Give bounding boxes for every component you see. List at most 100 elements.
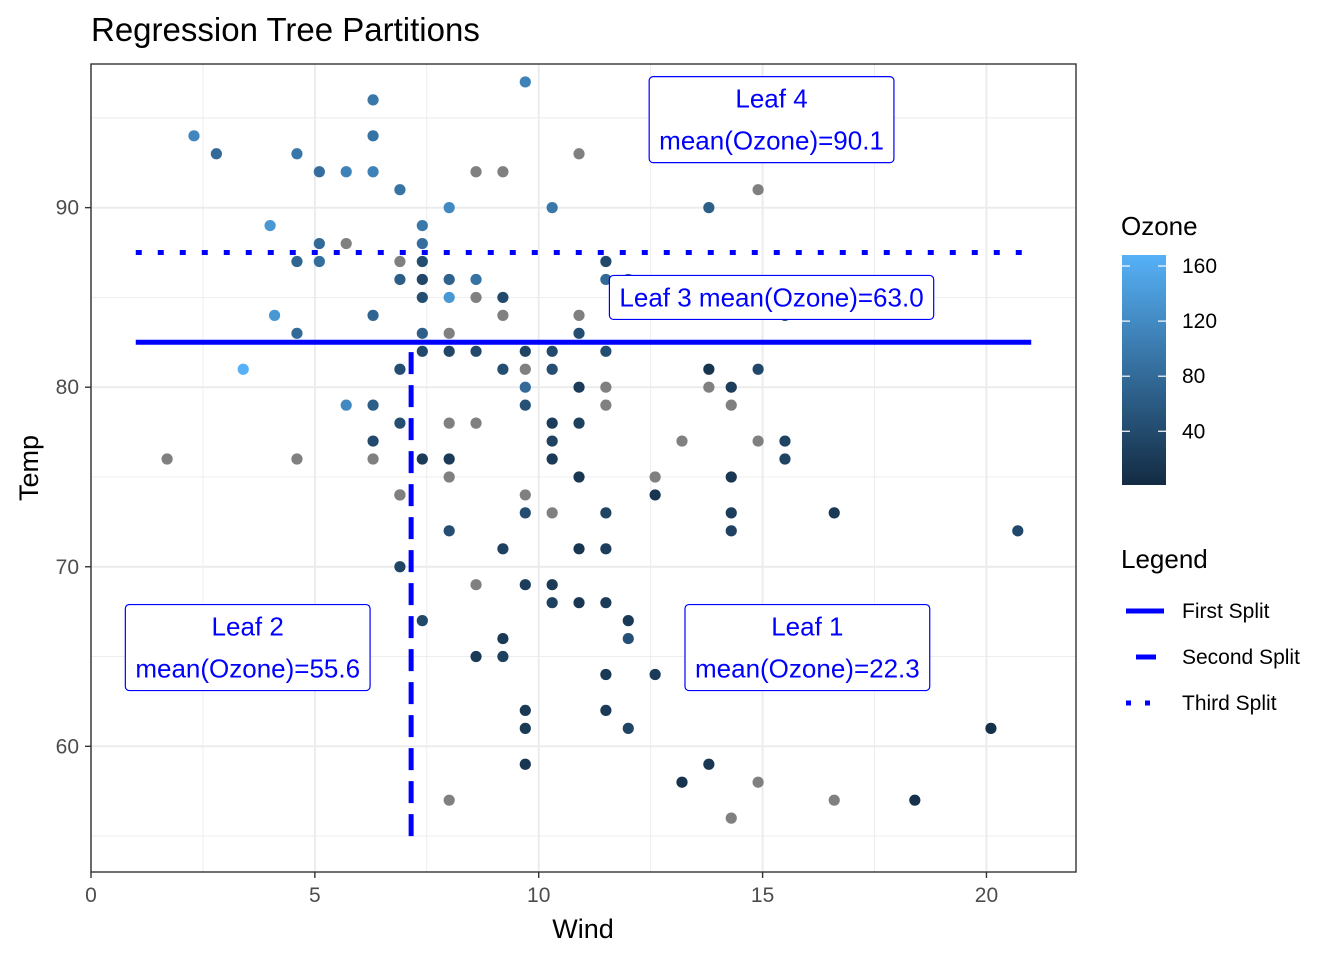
data-point xyxy=(519,363,531,375)
data-point xyxy=(546,597,558,609)
data-point xyxy=(600,345,612,357)
data-point xyxy=(725,525,737,537)
data-point xyxy=(546,507,558,519)
data-point xyxy=(752,435,764,447)
colorbar-gradient xyxy=(1122,255,1166,485)
data-point xyxy=(443,525,455,537)
data-point xyxy=(443,273,455,286)
data-point xyxy=(497,291,509,304)
colorbar-tick-label: 80 xyxy=(1182,365,1205,388)
split-legend: Legend First Split Second Split Third Spli… xyxy=(1121,544,1300,715)
data-point xyxy=(367,130,379,142)
data-point xyxy=(622,722,634,734)
data-point xyxy=(600,399,612,411)
data-point xyxy=(519,507,531,519)
data-point xyxy=(470,650,482,663)
leaf-label-title: Leaf 4 xyxy=(735,84,807,114)
data-point xyxy=(416,237,428,250)
data-point xyxy=(416,255,428,268)
data-point xyxy=(416,615,428,627)
data-point xyxy=(600,597,612,609)
data-point xyxy=(779,435,791,447)
data-point xyxy=(497,543,509,555)
data-point xyxy=(519,76,531,88)
data-point xyxy=(600,507,612,519)
data-point xyxy=(443,794,455,806)
data-point xyxy=(649,471,661,483)
leaf-label-title: Leaf 1 xyxy=(771,612,843,642)
data-point xyxy=(470,273,482,286)
data-point xyxy=(443,471,455,483)
data-point xyxy=(573,327,585,339)
data-point xyxy=(291,453,303,465)
data-point xyxy=(394,363,406,375)
data-point xyxy=(313,166,325,178)
leaf-label: Leaf 2 mean(Ozone)=55.6 xyxy=(124,603,371,692)
data-point xyxy=(985,722,997,734)
data-point xyxy=(725,399,737,411)
data-point xyxy=(546,363,558,375)
data-point xyxy=(703,381,715,393)
data-point xyxy=(600,381,612,393)
x-tick-label: 15 xyxy=(751,884,774,907)
data-point xyxy=(725,812,737,824)
data-point xyxy=(470,345,482,357)
data-point xyxy=(237,363,249,375)
data-point xyxy=(443,345,455,357)
leaf-label-title: Leaf 2 xyxy=(212,612,284,642)
leaf-label-title: Leaf 3 mean(Ozone)=63.0 xyxy=(619,282,923,312)
data-point xyxy=(546,453,558,465)
data-point xyxy=(188,130,200,142)
data-point xyxy=(519,704,531,717)
data-point xyxy=(340,399,352,411)
data-point xyxy=(470,166,482,178)
data-point xyxy=(703,202,715,214)
data-point xyxy=(546,435,558,447)
leaf-label: Leaf 3 mean(Ozone)=63.0 xyxy=(608,274,935,321)
data-point xyxy=(367,166,379,178)
chart-title: Regression Tree Partitions xyxy=(91,11,480,48)
data-point xyxy=(367,94,379,106)
x-tick-label: 20 xyxy=(975,884,998,907)
data-point xyxy=(443,453,455,465)
leaf-label: Leaf 4 mean(Ozone)=90.1 xyxy=(648,76,895,164)
leaf-label: Leaf 1 mean(Ozone)=22.3 xyxy=(684,603,931,692)
data-point xyxy=(519,579,531,591)
data-point xyxy=(210,148,222,160)
data-point xyxy=(394,489,406,501)
data-point xyxy=(600,543,612,555)
data-point xyxy=(725,507,737,519)
legend-label: First Split xyxy=(1182,600,1270,623)
data-point xyxy=(519,345,531,357)
leaf-label-box xyxy=(124,603,371,692)
data-point xyxy=(573,381,585,393)
data-point xyxy=(703,758,715,770)
data-point xyxy=(649,668,661,681)
data-point xyxy=(497,309,509,321)
data-point xyxy=(443,417,455,429)
data-point xyxy=(519,758,531,770)
data-point xyxy=(573,471,585,483)
data-point xyxy=(394,417,406,429)
data-point xyxy=(573,597,585,609)
data-point xyxy=(470,291,482,304)
data-point xyxy=(725,471,737,483)
data-point xyxy=(416,220,428,232)
data-point xyxy=(752,776,764,788)
data-point xyxy=(828,507,840,519)
data-point xyxy=(725,381,737,393)
data-point xyxy=(416,273,428,286)
data-point xyxy=(676,776,688,788)
data-point xyxy=(752,363,764,375)
data-point xyxy=(703,363,715,375)
data-point xyxy=(519,722,531,734)
split-lines xyxy=(135,250,1032,837)
leaf-label-box xyxy=(648,76,895,164)
data-point xyxy=(443,202,455,214)
split-legend-title: Legend xyxy=(1121,544,1208,574)
data-point xyxy=(497,363,509,375)
data-point xyxy=(573,309,585,321)
legend-label: Second Split xyxy=(1182,646,1300,669)
leaf-labels: Leaf 4 mean(Ozone)=90.1 Leaf 3 mean(Ozone)… xyxy=(124,76,935,692)
